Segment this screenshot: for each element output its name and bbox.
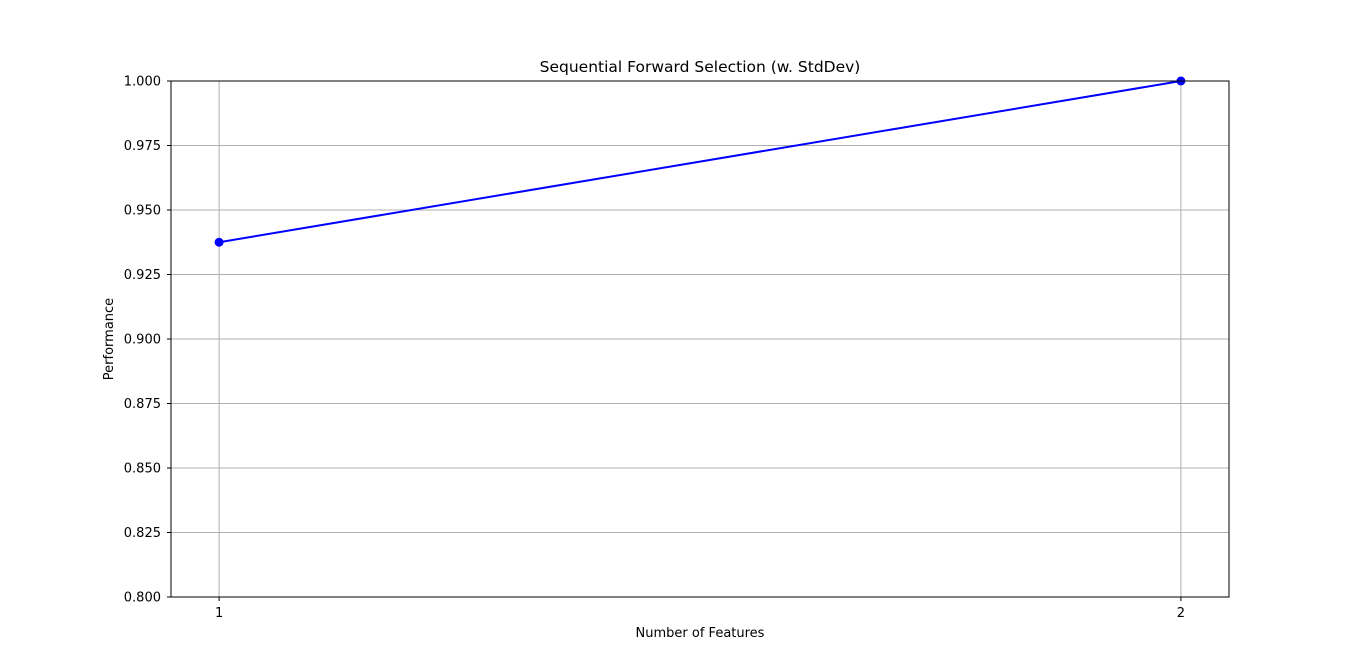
y-tick-label: 0.875 — [124, 397, 161, 412]
x-tick-label: 2 — [1177, 606, 1185, 621]
y-tick-label: 1.000 — [124, 75, 161, 90]
y-tick-label: 0.925 — [124, 268, 161, 283]
y-tick-label: 0.800 — [124, 591, 161, 606]
x-tick-label: 1 — [215, 606, 223, 621]
y-tick-label: 0.975 — [124, 139, 161, 154]
y-tick-label: 0.950 — [124, 204, 161, 219]
y-tick-label: 0.850 — [124, 462, 161, 477]
grid-layer — [171, 80, 1229, 598]
y-axis-title: Performance — [102, 298, 117, 380]
chart-title: Sequential Forward Selection (w. StdDev) — [540, 58, 861, 76]
series-line — [218, 80, 1182, 244]
data-point — [214, 237, 224, 247]
x-axis-title: Number of Features — [636, 626, 765, 641]
ticks-layer: 0.800 0.825 0.850 0.875 0.900 0.925 0.950 0.975… — [124, 75, 1185, 622]
y-tick-label: 0.900 — [124, 333, 161, 348]
series-layer — [214, 76, 1186, 247]
y-tick-label: 0.825 — [124, 526, 161, 541]
